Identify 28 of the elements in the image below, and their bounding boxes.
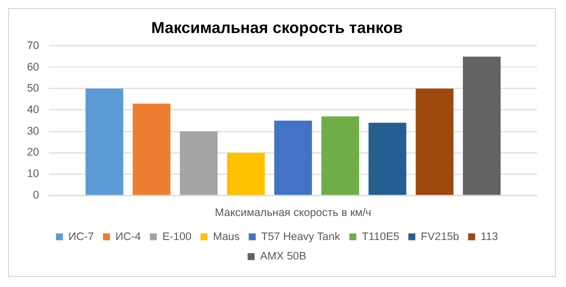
y-tick-label: 0 <box>33 189 40 202</box>
y-tick-label: 70 <box>26 40 40 52</box>
bar <box>462 56 501 195</box>
y-tick-label: 20 <box>26 146 40 159</box>
y-tick-label: 60 <box>26 61 40 74</box>
bar <box>180 131 218 195</box>
y-tick-label: 10 <box>26 168 40 180</box>
legend-label: E-100 <box>162 230 192 243</box>
legend-label: FV215b <box>420 230 460 243</box>
bar <box>227 152 265 195</box>
bar <box>416 88 454 195</box>
bar <box>132 104 170 195</box>
bar <box>86 88 124 195</box>
legend-label: Maus <box>212 230 240 243</box>
bar <box>368 122 406 195</box>
legend-label: T110E5 <box>362 230 400 243</box>
y-tick-label: 30 <box>26 125 40 138</box>
legend-label: T57 Heavy Tank <box>261 230 341 243</box>
x-tick-label: Максимальная скорость в км/ч <box>214 206 372 219</box>
bar <box>321 116 360 195</box>
legend-label: ИС-7 <box>68 230 94 243</box>
legend-label: 113 <box>480 230 498 243</box>
legend-label: AMX 50B <box>260 250 306 263</box>
legend-label: ИС-4 <box>115 230 141 243</box>
bar <box>274 120 312 195</box>
chart-title: Максимальная скорость танков <box>151 20 403 37</box>
y-tick-label: 50 <box>26 82 40 95</box>
y-tick-label: 40 <box>26 104 40 116</box>
